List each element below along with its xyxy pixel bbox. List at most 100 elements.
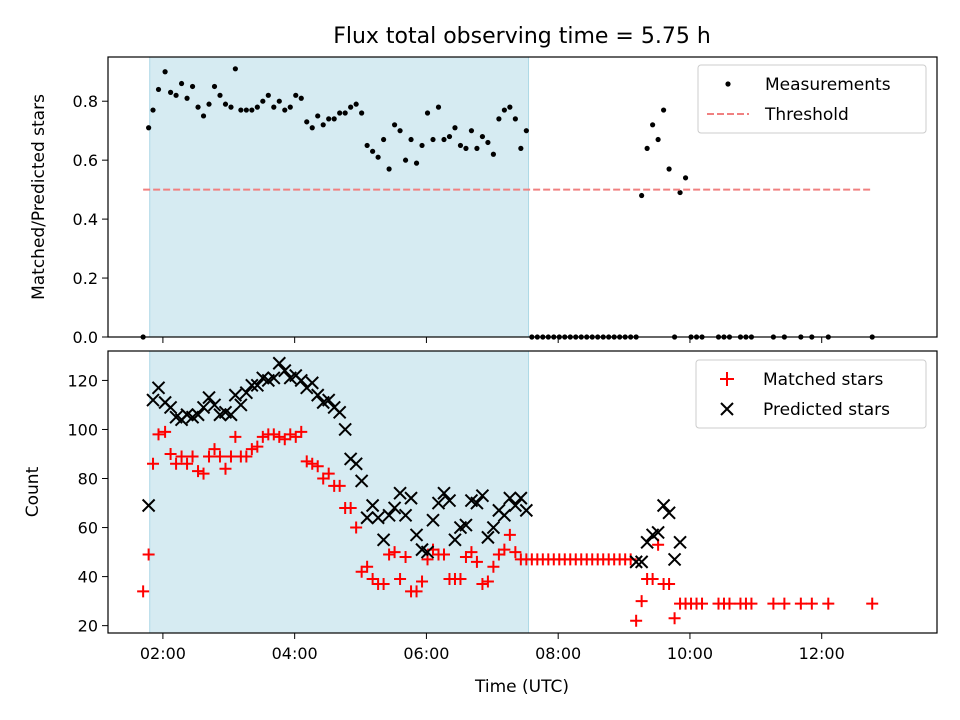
measurements-point [518,145,524,151]
top-plot-marks [140,66,875,340]
matched-stars-point [630,614,643,627]
measurements-point [370,148,376,154]
x-axis-label: Time (UTC) [474,677,569,697]
measurements-point [435,104,442,110]
predicted-stars-point [311,388,325,402]
predicted-stars-point [349,457,363,471]
predicted-stars-point [239,385,254,400]
measurements-point [228,104,234,110]
measurements-point [430,136,436,143]
legend-predicted-marker [720,402,734,416]
measurements-point [315,113,321,119]
matched-stars-point [229,430,242,443]
matched-stars-point [192,465,205,478]
predicted-stars-point [470,496,484,510]
top-y-tick-label: 0.0 [73,328,98,347]
matched-stars-point [251,440,264,453]
bottom-legend-box [695,359,927,429]
predicted-stars-point [459,518,473,532]
predicted-stars-point [294,373,308,388]
top-y-tick-label: 0.8 [73,92,98,111]
measurements-point [507,104,513,110]
measurements-point [468,128,475,134]
predicted-stars-point [629,555,643,569]
measurements-point [206,101,212,107]
matched-stars-point [240,450,253,463]
legend-matched-marker [720,372,734,386]
predicted-stars-point [667,552,682,567]
matched-stars-point [181,457,194,470]
measurements-point [184,95,190,101]
measurements-point [326,116,332,122]
measurements-point [155,86,162,93]
measurements-point [523,128,529,134]
predicted-stars-point [420,545,435,559]
measurements-point [271,104,277,110]
measurements-point [441,136,447,143]
matched-stars-point [383,548,396,561]
bottom-panel: 20 40 60 80 100 120 02:00 04:00 06:00 08:00 10:00 1… [23,350,938,663]
bottom-y-tick-label: 60 [78,519,98,538]
measurements-point [342,110,348,116]
matched-stars-point [267,428,280,441]
measurements-point [276,98,282,104]
measurements-point [419,142,425,149]
predicted-stars-point [354,474,369,488]
predicted-stars-point [267,371,281,385]
top-panel: 0.00.20.40.60.8 Matched/Predicted stars … [29,56,938,347]
legend-measurements-label: Measurements [765,75,891,95]
measurements-point [287,104,293,110]
predicted-stars-point [656,498,671,513]
predicted-stars-point [332,405,347,420]
matched-stars-point [164,447,177,460]
bottom-legend: Matched stars Predicted stars [695,359,927,429]
measurements-point [173,92,179,98]
predicted-stars-point [426,513,440,527]
matched-stars-point [295,425,308,438]
predicted-stars-point [365,498,380,513]
measurements-point [424,110,431,116]
measurements-point [222,101,229,107]
measurements-point [348,104,354,110]
measurements-point [238,107,244,113]
predicted-stars-point [245,378,259,393]
measurements-point [150,107,156,113]
matched-stars-point [147,457,160,470]
predicted-stars-point [272,356,286,370]
measurements-point [682,175,689,181]
matched-stars-point [866,597,879,610]
predicted-stars-point [503,491,517,505]
predicted-stars-point [360,511,374,525]
predicted-stars-point [634,555,649,569]
predicted-stars-point [387,501,402,515]
predicted-stars-point [141,498,156,513]
matched-stars-point [256,430,269,443]
measurements-point [639,192,645,199]
predicted-stars-point [640,535,654,549]
figure-title: Flux total observing time = 5.75 h [333,24,711,49]
measurements-point [337,110,343,116]
predicted-stars-point [409,528,424,542]
measurements-point [320,122,326,128]
predicted-stars-point [662,506,676,520]
measurements-point [260,98,266,104]
predicted-stars-point [382,508,396,523]
matched-stars-point [723,597,736,610]
matched-stars-point [197,467,210,480]
predicted-stars-point [321,393,336,407]
predicted-stars-point [191,408,205,422]
matched-stars-point [219,462,232,475]
measurements-point [490,151,497,157]
matched-stars-point [745,597,758,610]
bottom-plot-marks [137,356,879,627]
matched-stars-point [203,450,216,463]
predicted-stars-point [673,535,687,549]
top-legend: Measurements Threshold [697,64,927,134]
measurements-point [463,145,469,151]
predicted-stars-point [519,503,534,518]
predicted-stars-point [207,398,222,412]
predicted-stars-point [305,376,319,390]
predicted-stars-point [431,496,446,510]
measurements-point [298,95,304,101]
measurements-point [381,136,387,143]
